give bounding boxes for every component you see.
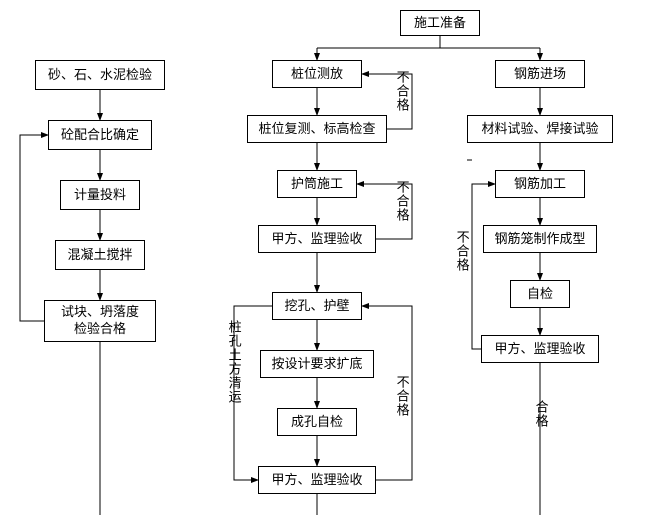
box-c2: 材料试验、焊接试验: [467, 115, 613, 143]
label-fail4: 不合格: [394, 375, 410, 417]
box-a5: 试块、坍落度 检验合格: [44, 300, 156, 342]
box-b5: 挖孔、护壁: [272, 292, 362, 320]
box-b0: 施工准备: [400, 10, 480, 36]
label-soil: 桩孔土方清运: [226, 320, 242, 404]
box-c5: 自检: [510, 280, 570, 308]
box-b6: 按设计要求扩底: [260, 350, 374, 378]
label-fail2: 不合格: [394, 180, 410, 222]
box-a4: 混凝土搅拌: [55, 240, 145, 270]
box-b1: 桩位测放: [272, 60, 362, 88]
box-c6: 甲方、监理验收: [481, 335, 599, 363]
box-c4: 钢筋笼制作成型: [483, 225, 597, 253]
label-fail3: 不合格: [454, 230, 470, 272]
label-pass1: 合格: [533, 400, 549, 428]
label-fail1: 不合格: [394, 70, 410, 112]
box-a3: 计量投料: [60, 180, 140, 210]
box-b7: 成孔自检: [277, 408, 357, 436]
box-b3: 护筒施工: [277, 170, 357, 198]
box-b8: 甲方、监理验收: [258, 466, 376, 494]
box-c3: 钢筋加工: [495, 170, 585, 198]
box-b2: 桩位复测、标高检查: [247, 115, 387, 143]
box-a2: 砼配合比确定: [48, 120, 152, 150]
box-c1: 钢筋进场: [495, 60, 585, 88]
box-b4: 甲方、监理验收: [258, 225, 376, 253]
box-a1: 砂、石、水泥检验: [35, 60, 165, 90]
